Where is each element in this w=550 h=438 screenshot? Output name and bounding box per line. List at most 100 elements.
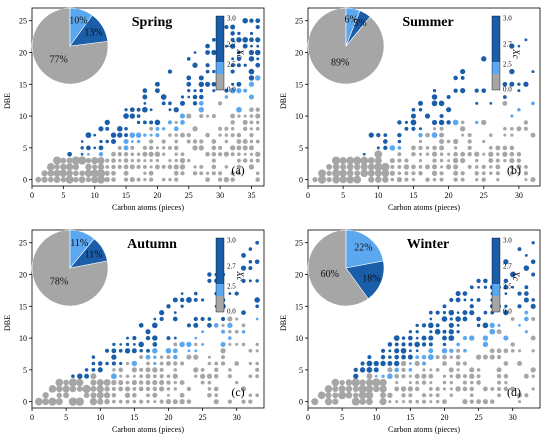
data-point [481,171,486,176]
data-point [421,323,427,328]
colorbar-gray [216,74,224,90]
data-point [130,140,134,143]
data-point [194,374,198,378]
data-point [400,386,407,392]
data-point [489,322,495,328]
x-tick-label: 10 [96,413,104,422]
y-tick-label: 15 [19,302,27,311]
colorbar-light-blue [216,284,224,296]
x-axis-title: Carbon atoms (pieces) [112,203,184,212]
data-point [408,349,412,353]
data-point [453,75,458,81]
data-point [439,177,444,182]
data-point [359,398,366,405]
data-point [367,169,375,177]
data-point [211,139,217,144]
data-point [509,145,515,151]
data-point [431,170,438,176]
data-point [119,361,123,366]
data-point [425,132,430,138]
data-point [117,151,122,157]
data-point [149,108,153,112]
data-point [55,398,63,406]
data-point [462,361,468,366]
pie-slice-label: 13% [84,28,102,39]
data-point [467,139,472,144]
data-point [198,100,204,106]
data-point [56,385,63,393]
data-point [153,361,157,366]
x-tick-label: 25 [475,413,483,422]
data-point [96,379,104,387]
data-point [429,368,433,372]
colorbar-tick-label: 0.0 [227,86,236,94]
y-tick-label: 5 [23,144,27,153]
data-point [495,171,500,176]
data-point [496,367,502,373]
data-point [142,94,148,100]
data-point [152,348,158,354]
data-point [139,349,143,353]
data-point [524,291,529,296]
data-point [388,355,392,359]
data-point [489,171,493,176]
data-point [404,120,408,124]
data-point [68,397,78,406]
x-axis-title: Carbon atoms (pieces) [388,425,460,434]
data-point [503,373,509,379]
data-point [523,81,529,87]
data-point [401,336,406,340]
data-point [179,157,186,164]
data-point [503,158,507,163]
data-point [249,120,254,125]
data-point [180,132,185,138]
data-point [166,355,171,360]
colorbar-dark-blue [216,16,224,38]
data-point [353,175,362,184]
data-point [220,341,226,348]
data-point [142,151,148,157]
data-point [212,89,216,93]
data-point [105,158,110,163]
data-point [354,170,361,177]
data-point [237,152,241,157]
data-point [389,170,395,176]
data-point [511,285,515,289]
data-point [201,330,205,334]
data-point [496,329,502,335]
data-point [482,152,486,156]
data-point [483,310,488,315]
data-point [131,380,137,386]
data-point [524,178,528,182]
data-point [449,374,454,378]
data-point [366,366,373,373]
data-point [524,330,528,334]
data-point [449,297,454,303]
data-point [463,348,467,353]
data-point [509,81,515,87]
data-point [229,145,236,151]
data-point [111,361,116,366]
data-point [187,158,191,163]
colorbar-dark-blue [216,238,224,260]
data-point [510,114,514,118]
data-point [395,381,399,385]
data-point [496,177,500,182]
data-point [98,152,104,157]
data-point [476,323,481,328]
y-tick-label: 10 [295,334,303,343]
data-point [200,316,205,322]
data-point [42,398,50,406]
data-point [214,361,219,366]
x-tick-label: 5 [341,191,345,200]
data-point [345,391,353,399]
data-point [165,399,172,405]
data-point [434,328,441,335]
data-point [516,164,522,170]
data-point [509,151,515,157]
data-point [442,380,447,385]
data-point [418,132,423,138]
data-point [198,106,205,113]
data-point [56,392,62,398]
data-point [503,348,509,354]
